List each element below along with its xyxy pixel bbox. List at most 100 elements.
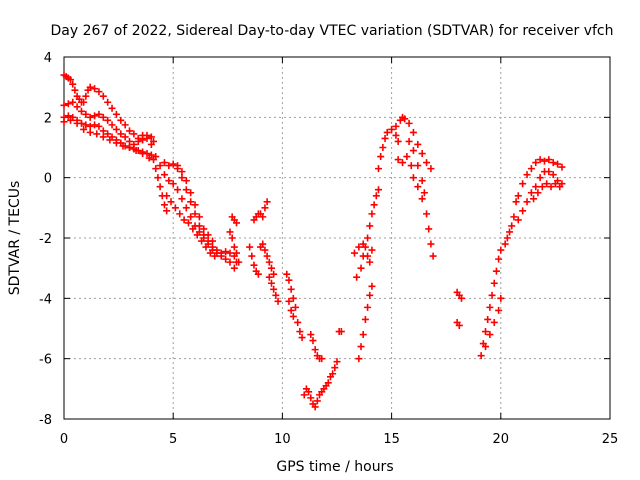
chart-title: Day 267 of 2022, Sidereal Day-to-day VTE… <box>50 23 613 39</box>
data-point <box>174 186 182 194</box>
data-point <box>265 258 273 266</box>
data-point <box>409 174 417 182</box>
data-point <box>490 279 498 287</box>
data-point <box>501 240 509 248</box>
data-point <box>233 219 241 227</box>
data-point <box>368 210 376 218</box>
data-point <box>64 112 72 120</box>
data-point <box>130 130 138 138</box>
data-point <box>506 228 514 236</box>
data-point <box>226 228 234 236</box>
data-point <box>270 270 278 278</box>
x-axis-label: GPS time / hours <box>276 459 393 475</box>
data-point <box>484 315 492 323</box>
data-point <box>512 198 520 206</box>
y-tick-label: -8 <box>39 413 52 428</box>
data-point <box>178 174 186 182</box>
data-point <box>353 273 361 281</box>
data-point <box>409 147 417 155</box>
data-point <box>117 116 125 124</box>
data-point <box>366 222 374 230</box>
data-point <box>230 264 238 272</box>
data-point <box>381 134 389 142</box>
data-point <box>536 156 544 164</box>
data-point <box>414 140 422 148</box>
data-point <box>523 171 531 179</box>
data-point <box>163 192 171 200</box>
x-tick-label: 0 <box>60 432 68 447</box>
data-point <box>361 315 369 323</box>
data-point <box>106 136 114 144</box>
data-point <box>383 128 391 136</box>
data-point <box>73 119 81 127</box>
data-point <box>274 297 282 305</box>
data-point <box>543 180 551 188</box>
data-point <box>377 153 385 161</box>
data-point <box>165 177 173 185</box>
data-point <box>99 127 107 135</box>
data-point <box>67 116 75 124</box>
data-point <box>357 343 365 351</box>
data-point <box>202 243 210 251</box>
data-point <box>294 318 302 326</box>
data-point <box>366 291 374 299</box>
data-point <box>169 160 177 168</box>
data-point <box>486 331 494 339</box>
data-point <box>82 92 90 100</box>
data-point <box>263 198 271 206</box>
data-point <box>418 177 426 185</box>
data-point <box>267 264 275 272</box>
y-tick-label: 0 <box>44 172 52 187</box>
data-point <box>503 234 511 242</box>
data-point <box>248 252 256 260</box>
data-point <box>534 189 542 197</box>
data-point <box>169 180 177 188</box>
data-point <box>187 198 195 206</box>
data-point <box>93 130 101 138</box>
data-point <box>182 204 190 212</box>
data-point <box>425 225 433 233</box>
data-point <box>189 225 197 233</box>
data-point <box>549 159 557 167</box>
data-point <box>556 183 564 191</box>
data-point <box>538 183 546 191</box>
data-point <box>333 358 341 366</box>
data-point <box>523 198 531 206</box>
data-point <box>204 231 212 239</box>
data-point <box>77 107 85 115</box>
data-point <box>495 255 503 263</box>
y-tick-label: 4 <box>44 51 52 66</box>
data-point <box>554 160 562 168</box>
data-point <box>95 88 103 96</box>
data-point <box>119 142 127 150</box>
data-point <box>117 130 125 138</box>
data-point <box>176 210 184 218</box>
data-point <box>374 186 382 194</box>
data-points <box>60 71 566 411</box>
data-point <box>423 159 431 167</box>
data-point <box>394 156 402 164</box>
data-point <box>510 213 518 221</box>
data-point <box>267 279 275 287</box>
data-point <box>86 122 94 130</box>
data-point <box>178 195 186 203</box>
data-point <box>532 159 540 167</box>
data-point <box>311 346 319 354</box>
data-point <box>60 101 68 109</box>
data-point <box>95 110 103 118</box>
data-point <box>112 110 120 118</box>
data-point <box>259 240 267 248</box>
data-point <box>497 246 505 254</box>
data-point <box>64 100 72 108</box>
data-point <box>388 125 396 133</box>
data-point <box>191 201 199 209</box>
data-point <box>558 163 566 171</box>
data-point <box>307 394 315 402</box>
data-point <box>429 252 437 260</box>
data-point <box>160 201 168 209</box>
data-point <box>364 234 372 242</box>
x-tick-label: 5 <box>169 432 177 447</box>
data-point <box>91 112 99 120</box>
data-point <box>355 355 363 363</box>
data-point <box>497 294 505 302</box>
